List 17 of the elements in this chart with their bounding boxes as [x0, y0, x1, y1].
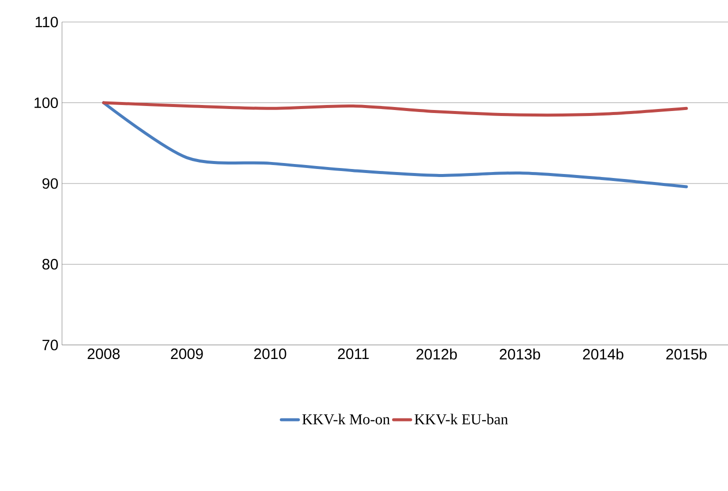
x-tick-label: 2011: [338, 348, 369, 360]
line-series: [102, 101, 688, 188]
y-tick-label: 110: [36, 16, 58, 28]
line-series: [102, 101, 688, 117]
legend-label: KKV-k EU-ban: [414, 414, 508, 424]
x-tick-label: 2015b: [666, 348, 707, 360]
x-tick-label: 2013b: [500, 348, 540, 360]
x-tick-label: 2012b: [416, 348, 457, 360]
x-tick-label: 2009: [170, 348, 203, 360]
x-tick-label: 2008: [88, 348, 120, 360]
y-tick-label: 70: [42, 340, 58, 350]
y-tick-label: 90: [42, 178, 58, 189]
y-tick-label: 100: [34, 97, 58, 108]
legend-label: KKV-k Mo-on: [302, 414, 390, 424]
x-tick-label: 2014b: [583, 348, 624, 360]
x-tick-label: 2010: [254, 348, 286, 360]
y-tick-label: 80: [42, 258, 58, 270]
